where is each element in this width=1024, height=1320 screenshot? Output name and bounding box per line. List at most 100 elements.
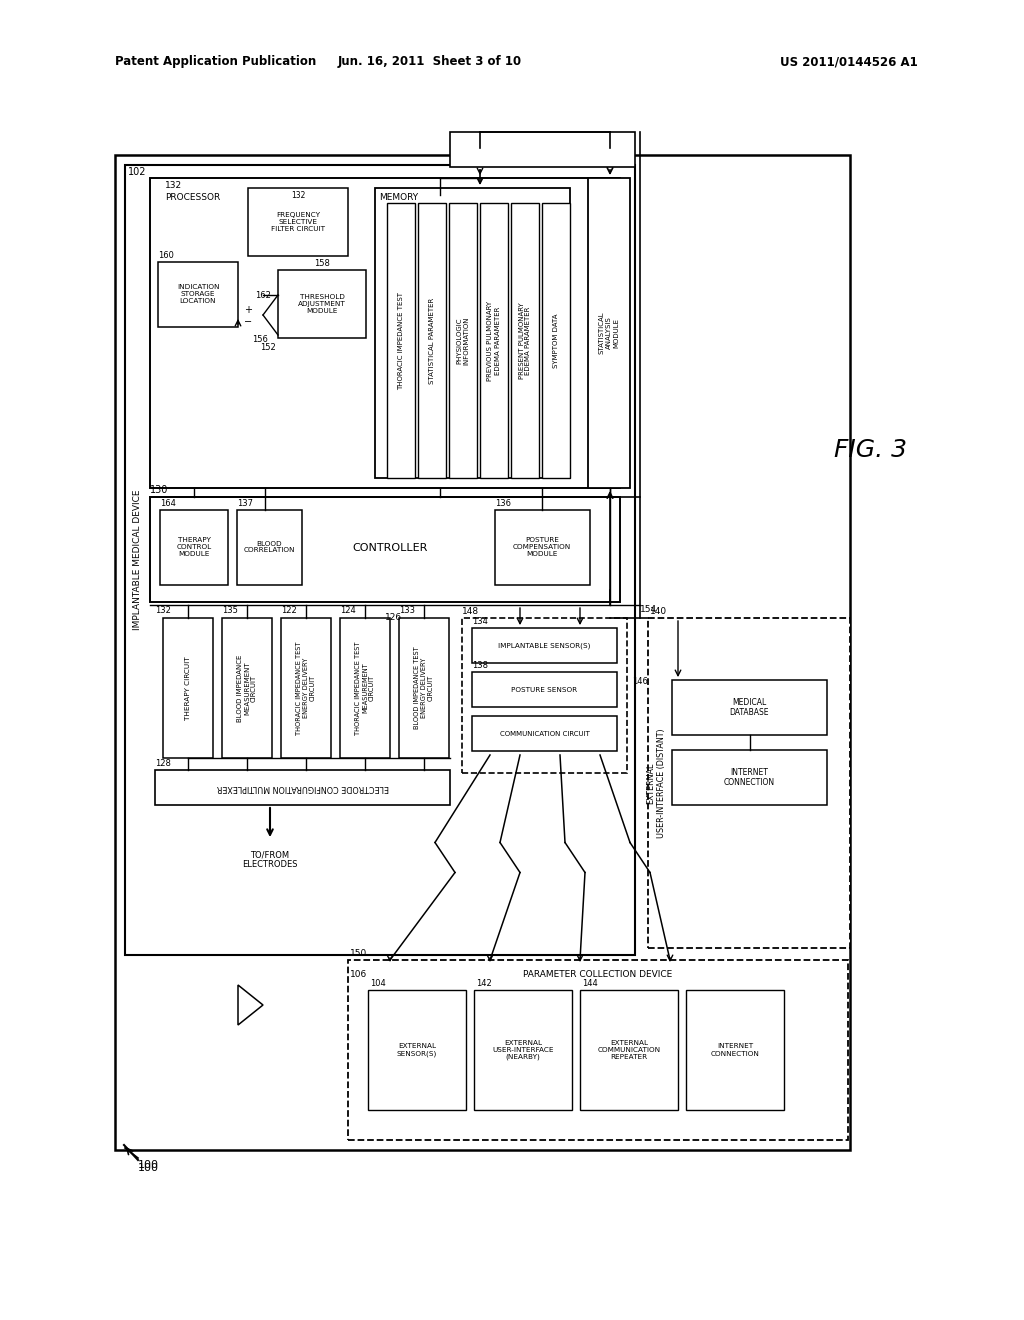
Text: PARAMETER COLLECTION DEVICE: PARAMETER COLLECTION DEVICE	[523, 970, 673, 979]
Text: −: −	[244, 317, 252, 327]
Text: THRESHOLD
ADJUSTMENT
MODULE: THRESHOLD ADJUSTMENT MODULE	[298, 294, 346, 314]
Text: TO/FROM
ELECTRODES: TO/FROM ELECTRODES	[243, 850, 298, 870]
Bar	[686, 990, 784, 1110]
Bar	[237, 510, 302, 585]
Text: THERAPY CIRCUIT: THERAPY CIRCUIT	[185, 656, 191, 719]
Text: PRESENT PULMONARY
EDEMA PARAMETER: PRESENT PULMONARY EDEMA PARAMETER	[518, 302, 531, 379]
Text: 140: 140	[650, 607, 667, 616]
Text: FIG. 3: FIG. 3	[834, 438, 906, 462]
Text: US 2011/0144526 A1: US 2011/0144526 A1	[780, 55, 918, 69]
Text: 132: 132	[165, 181, 182, 190]
Text: 154: 154	[640, 606, 657, 615]
Text: 144: 144	[582, 979, 598, 987]
Bar	[672, 750, 827, 805]
Bar	[588, 178, 630, 488]
Bar	[542, 203, 570, 478]
Bar	[125, 165, 635, 954]
Text: 128: 128	[155, 759, 171, 768]
Text: 106: 106	[350, 970, 368, 979]
Text: 133: 133	[399, 606, 415, 615]
Bar	[158, 261, 238, 327]
Text: 152: 152	[260, 343, 276, 352]
Bar	[387, 203, 415, 478]
Text: 162: 162	[255, 292, 271, 301]
Bar	[155, 770, 450, 805]
Text: EXTERNAL
COMMUNICATION
REPEATER: EXTERNAL COMMUNICATION REPEATER	[597, 1040, 660, 1060]
Text: STATISTICAL PARAMETER: STATISTICAL PARAMETER	[429, 297, 435, 384]
Text: BLOOD IMPEDANCE
MEASUREMENT
CIRCUIT: BLOOD IMPEDANCE MEASUREMENT CIRCUIT	[237, 655, 257, 722]
Bar	[472, 715, 617, 751]
Text: 100: 100	[137, 1160, 159, 1170]
Bar	[449, 203, 477, 478]
Text: EXTERNAL
USER-INTERFACE (DISTANT): EXTERNAL USER-INTERFACE (DISTANT)	[646, 729, 666, 838]
Text: COMMUNICATION CIRCUIT: COMMUNICATION CIRCUIT	[500, 730, 590, 737]
Bar	[672, 680, 827, 735]
Text: IMPLANTABLE MEDICAL DEVICE: IMPLANTABLE MEDICAL DEVICE	[132, 490, 141, 630]
Text: PREVIOUS PULMONARY
EDEMA PARAMETER: PREVIOUS PULMONARY EDEMA PARAMETER	[487, 301, 501, 380]
Bar	[399, 618, 449, 758]
Text: 138: 138	[472, 661, 488, 671]
Text: THORACIC IMPEDANCE TEST: THORACIC IMPEDANCE TEST	[398, 292, 404, 389]
Text: Jun. 16, 2011  Sheet 3 of 10: Jun. 16, 2011 Sheet 3 of 10	[338, 55, 522, 69]
Text: POSTURE SENSOR: POSTURE SENSOR	[511, 686, 578, 693]
Bar	[278, 271, 366, 338]
Bar	[580, 990, 678, 1110]
Text: 104: 104	[370, 979, 386, 987]
Text: 126: 126	[385, 612, 402, 622]
Bar	[160, 510, 228, 585]
Text: 102: 102	[128, 168, 146, 177]
Text: 142: 142	[476, 979, 492, 987]
Text: PHYSIOLOGIC
INFORMATION: PHYSIOLOGIC INFORMATION	[457, 317, 469, 364]
Text: THERAPY
CONTROL
MODULE: THERAPY CONTROL MODULE	[176, 537, 212, 557]
Bar	[418, 203, 446, 478]
Text: SYMPTOM DATA: SYMPTOM DATA	[553, 313, 559, 368]
Text: ELECTRODE CONFIGURATION MULTIPLEXER: ELECTRODE CONFIGURATION MULTIPLEXER	[216, 783, 388, 792]
Text: 146: 146	[632, 677, 648, 686]
Bar	[348, 960, 848, 1140]
Bar	[163, 618, 213, 758]
Bar	[248, 187, 348, 256]
Text: 132: 132	[155, 606, 171, 615]
Bar	[150, 178, 620, 488]
Bar	[150, 498, 620, 602]
Bar	[472, 672, 617, 708]
Bar	[115, 154, 850, 1150]
Text: THORACIC IMPEDANCE TEST
ENERGY DELIVERY
CIRCUIT: THORACIC IMPEDANCE TEST ENERGY DELIVERY …	[296, 642, 316, 735]
Bar	[648, 618, 850, 948]
Text: STATISTICAL
ANALYSIS
MODULE: STATISTICAL ANALYSIS MODULE	[599, 312, 618, 354]
Text: EXTERNAL
SENSOR(S): EXTERNAL SENSOR(S)	[397, 1043, 437, 1057]
Text: CONTROLLER: CONTROLLER	[352, 543, 428, 553]
Bar	[450, 132, 635, 168]
Text: EXTERNAL
USER-INTERFACE
(NEARBY): EXTERNAL USER-INTERFACE (NEARBY)	[493, 1040, 554, 1060]
Text: FREQUENCY
SELECTIVE
FILTER CIRCUIT: FREQUENCY SELECTIVE FILTER CIRCUIT	[271, 213, 325, 232]
Text: Patent Application Publication: Patent Application Publication	[115, 55, 316, 69]
Bar	[472, 628, 617, 663]
Text: 124: 124	[340, 606, 355, 615]
Bar	[375, 187, 570, 478]
Text: PROCESSOR: PROCESSOR	[165, 193, 220, 202]
Text: 148: 148	[462, 607, 479, 616]
Text: 130: 130	[150, 484, 168, 495]
Text: BLOOD IMPEDANCE TEST
ENERGY DELIVERY
CIRCUIT: BLOOD IMPEDANCE TEST ENERGY DELIVERY CIR…	[414, 647, 434, 730]
Text: 135: 135	[222, 606, 238, 615]
Text: +: +	[244, 305, 252, 315]
Text: INTERNET
CONNECTION: INTERNET CONNECTION	[724, 768, 775, 787]
Bar	[368, 990, 466, 1110]
Text: BLOOD
CORRELATION: BLOOD CORRELATION	[244, 540, 295, 553]
Text: 160: 160	[158, 251, 174, 260]
Bar	[462, 618, 627, 774]
Bar	[511, 203, 539, 478]
Text: INTERNET
CONNECTION: INTERNET CONNECTION	[711, 1044, 760, 1056]
Text: THORACIC IMPEDANCE TEST
MEASUREMENT
CIRCUIT: THORACIC IMPEDANCE TEST MEASUREMENT CIRC…	[355, 642, 375, 735]
Bar	[495, 510, 590, 585]
Text: 158: 158	[314, 259, 330, 268]
Text: 136: 136	[495, 499, 511, 508]
Bar	[474, 990, 572, 1110]
Text: 134: 134	[472, 616, 487, 626]
Text: 122: 122	[281, 606, 297, 615]
Text: IMPLANTABLE SENSOR(S): IMPLANTABLE SENSOR(S)	[499, 643, 591, 648]
Text: 100: 100	[137, 1163, 159, 1173]
Text: 164: 164	[160, 499, 176, 508]
Bar	[222, 618, 272, 758]
Text: MEDICAL
DATABASE: MEDICAL DATABASE	[730, 698, 769, 717]
